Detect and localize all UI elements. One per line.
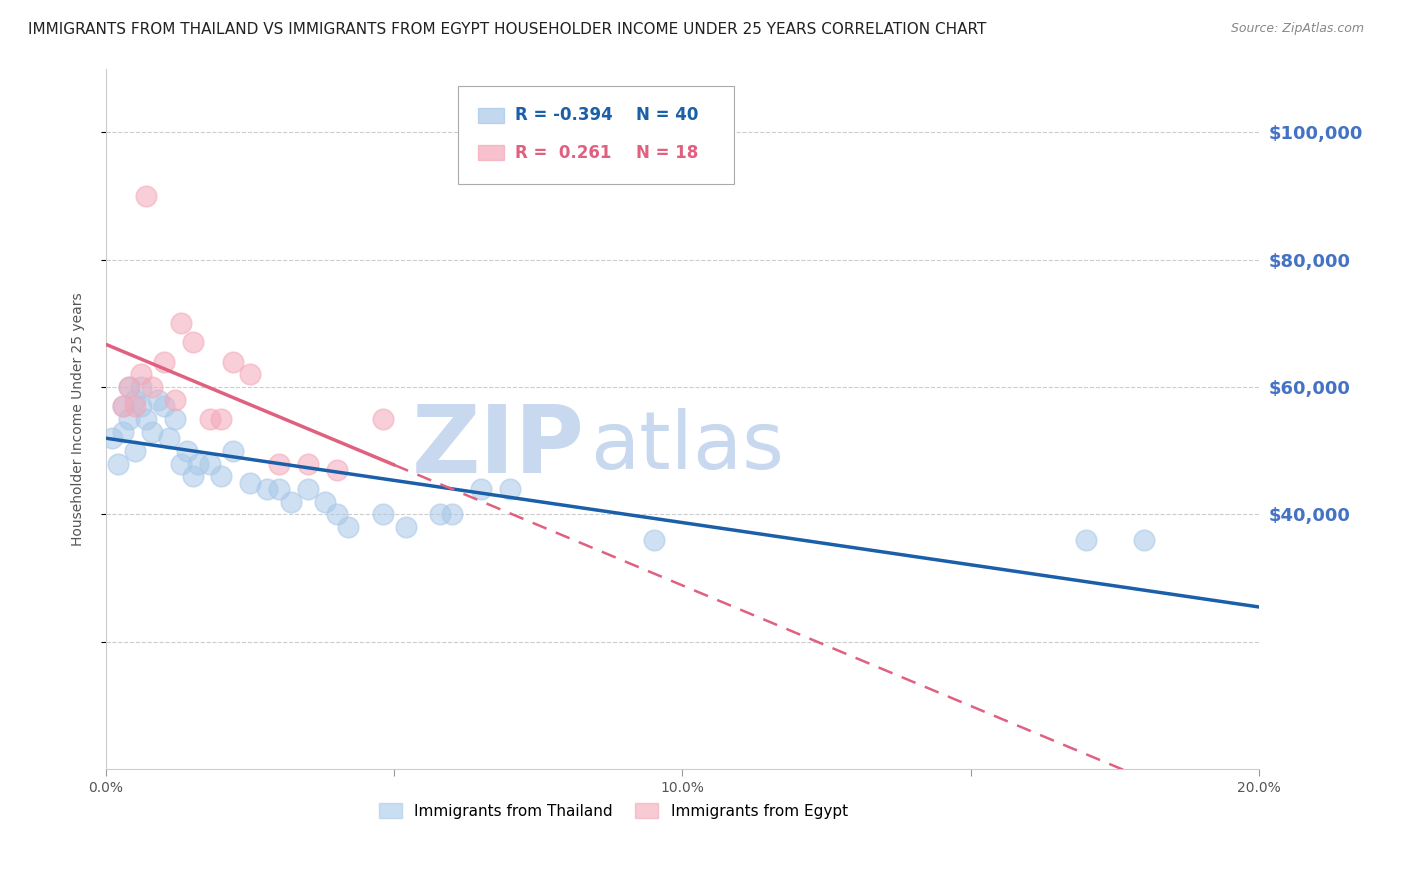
Point	[124, 443, 146, 458]
Point	[239, 475, 262, 490]
Legend: Immigrants from Thailand, Immigrants from Egypt: Immigrants from Thailand, Immigrants fro…	[373, 797, 853, 825]
Point	[112, 399, 135, 413]
Point	[129, 368, 152, 382]
Y-axis label: Householder Income Under 25 years: Householder Income Under 25 years	[72, 292, 86, 546]
Point	[371, 508, 394, 522]
Point	[165, 412, 187, 426]
Point	[267, 457, 290, 471]
Text: R = -0.394: R = -0.394	[515, 106, 613, 125]
Point	[118, 412, 141, 426]
Point	[280, 494, 302, 508]
Point	[209, 412, 232, 426]
Point	[395, 520, 418, 534]
Point	[112, 399, 135, 413]
Point	[181, 469, 204, 483]
Text: Source: ZipAtlas.com: Source: ZipAtlas.com	[1230, 22, 1364, 36]
Point	[297, 457, 319, 471]
Point	[337, 520, 360, 534]
Point	[129, 399, 152, 413]
Point	[267, 482, 290, 496]
Point	[146, 392, 169, 407]
Point	[187, 457, 209, 471]
Point	[129, 380, 152, 394]
Point	[165, 392, 187, 407]
Text: atlas: atlas	[591, 408, 785, 486]
Point	[239, 368, 262, 382]
Point	[170, 457, 193, 471]
Text: N = 40: N = 40	[637, 106, 699, 125]
Point	[222, 354, 245, 368]
Point	[371, 412, 394, 426]
Point	[118, 380, 141, 394]
Point	[198, 457, 221, 471]
Point	[141, 380, 163, 394]
Point	[101, 431, 124, 445]
Text: IMMIGRANTS FROM THAILAND VS IMMIGRANTS FROM EGYPT HOUSEHOLDER INCOME UNDER 25 YE: IMMIGRANTS FROM THAILAND VS IMMIGRANTS F…	[28, 22, 987, 37]
Point	[159, 431, 181, 445]
Point	[141, 425, 163, 439]
Text: R =  0.261: R = 0.261	[515, 144, 612, 161]
Point	[440, 508, 463, 522]
Point	[181, 335, 204, 350]
Point	[152, 354, 174, 368]
Point	[152, 399, 174, 413]
Point	[112, 425, 135, 439]
Point	[170, 317, 193, 331]
Point	[256, 482, 278, 496]
Point	[325, 463, 347, 477]
Point	[124, 399, 146, 413]
Text: ZIP: ZIP	[412, 401, 585, 493]
Point	[135, 412, 157, 426]
Point	[222, 443, 245, 458]
Point	[643, 533, 665, 547]
Point	[325, 508, 347, 522]
Text: N = 18: N = 18	[637, 144, 699, 161]
Point	[314, 494, 336, 508]
Point	[209, 469, 232, 483]
Point	[498, 482, 520, 496]
Point	[118, 380, 141, 394]
Point	[297, 482, 319, 496]
Point	[470, 482, 492, 496]
Point	[107, 457, 129, 471]
FancyBboxPatch shape	[478, 108, 503, 123]
FancyBboxPatch shape	[457, 86, 734, 184]
Point	[198, 412, 221, 426]
Point	[124, 392, 146, 407]
Point	[135, 189, 157, 203]
FancyBboxPatch shape	[478, 145, 503, 161]
Point	[1132, 533, 1154, 547]
Point	[429, 508, 451, 522]
Point	[176, 443, 198, 458]
Point	[1074, 533, 1097, 547]
